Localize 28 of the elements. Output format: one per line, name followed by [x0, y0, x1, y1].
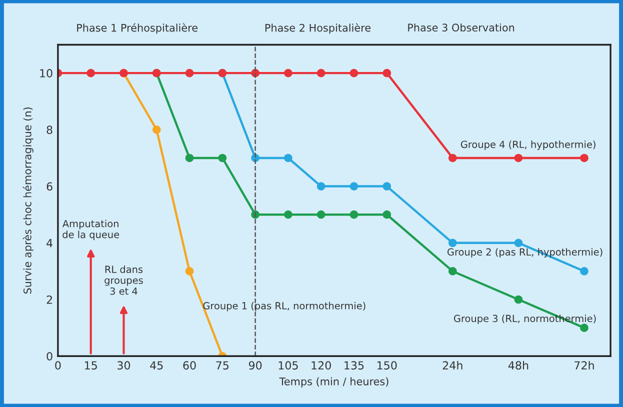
text: Phase 3 Observation	[408, 23, 514, 32]
x-tick-label: 135	[344, 361, 364, 370]
x-tick-label: 75	[216, 361, 228, 370]
text: Phase 2 Hospitalière	[265, 23, 370, 34]
x-tick-label: 15	[84, 361, 97, 370]
series-label: Groupe 4 (RL, hypothermie)	[460, 140, 596, 150]
x-tick-label: 0	[55, 361, 61, 370]
x-tick-label: 120	[312, 361, 331, 370]
text: Phase 1 Préhospitalière	[77, 23, 198, 34]
y-tick-label: 8	[46, 126, 52, 134]
x-tick-label: 45	[150, 361, 163, 370]
x-tick-label: 90	[248, 361, 262, 370]
y-tick-label: 6	[46, 182, 52, 191]
x-tick-label: 48h	[508, 360, 528, 370]
x-tick-label: 30	[118, 361, 130, 370]
x-axis-title: Temps (min / heures)	[279, 377, 388, 388]
x-tick-label: 60	[183, 361, 196, 370]
x-tick-label: 72h	[574, 360, 594, 370]
y-tick-label: 2	[46, 295, 52, 304]
annotation: RL dans groupes 3 et 4	[104, 266, 143, 295]
x-tick-label: 105	[278, 361, 298, 370]
annotation: Amputation de la queue	[62, 220, 120, 240]
y-tick-label: 4	[46, 239, 52, 248]
y-tick-label: 0	[46, 352, 52, 361]
x-tick-label: 150	[377, 361, 397, 370]
y-tick-label: 10	[40, 69, 52, 78]
x-tick-label: 24h	[442, 360, 462, 370]
y-axis-title: Survie après choc hémorragique (n)	[22, 108, 34, 294]
